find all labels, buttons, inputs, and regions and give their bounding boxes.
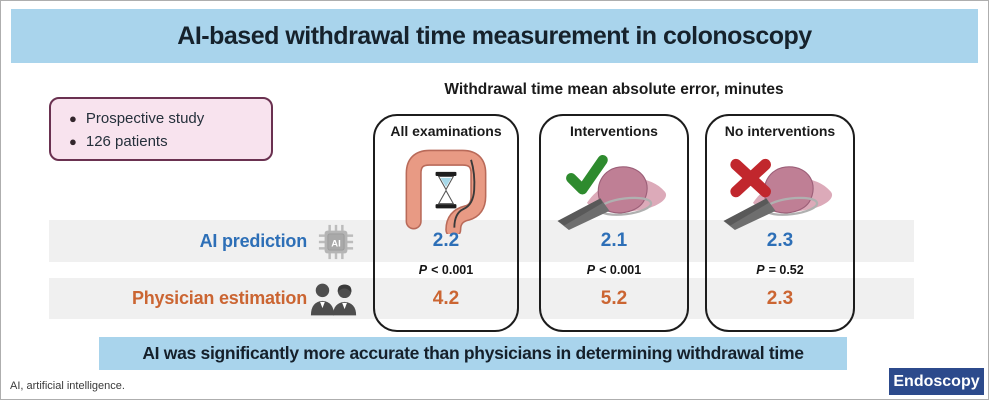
ai-value-no-interventions: 2.3 [766,230,794,251]
polyp-check-icon [541,142,687,230]
column-interventions: Interventions [539,114,689,332]
column-no-interventions: No interventions [705,114,855,332]
column-label: Interventions [570,123,658,139]
list-item: ● 126 patients [69,133,168,151]
page-title: AI-based withdrawal time measurement in … [177,21,812,50]
column-label: No interventions [724,123,836,139]
p-value-no-interventions: P = 0.52 [756,263,804,277]
ai-chip-icon: AI [317,223,355,266]
title-banner: AI-based withdrawal time measurement in … [11,9,978,63]
colon-hourglass-icon [375,142,517,234]
physician-row-label: Physician estimation [131,288,307,308]
conclusion-banner: AI was significantly more accurate than … [99,337,847,370]
conclusion-text: AI was significantly more accurate than … [142,343,804,363]
journal-logo: Endoscopy [889,368,984,395]
ai-value-interventions: 2.1 [600,230,628,251]
physician-value-all: 4.2 [432,287,460,309]
polyp-cross-icon [707,142,853,230]
ai-row-band [49,220,914,262]
measure-subtitle: Withdrawal time mean absolute error, min… [444,81,784,98]
column-all-examinations: All examinations [373,114,519,332]
ai-value-all: 2.2 [432,230,460,251]
physician-value-no-interventions: 2.3 [766,287,794,309]
bullet-icon: ● [69,134,77,150]
physician-row-band [49,278,914,319]
physicians-icon [309,282,359,321]
journal-name: Endoscopy [893,372,980,390]
bullet-icon: ● [69,111,77,126]
svg-text:AI: AI [331,238,341,249]
physician-value-interventions: 5.2 [600,287,628,309]
study-info-box: ● Prospective study ● 126 patients [49,97,273,161]
list-item: ● Prospective study [69,110,205,127]
p-value-interventions: P < 0.001 [586,263,642,277]
ai-row-label: AI prediction [199,230,308,251]
abbreviation-footnote: AI, artificial intelligence. [10,380,125,392]
p-value-all: P < 0.001 [418,263,474,277]
column-label: All examinations [390,123,502,139]
